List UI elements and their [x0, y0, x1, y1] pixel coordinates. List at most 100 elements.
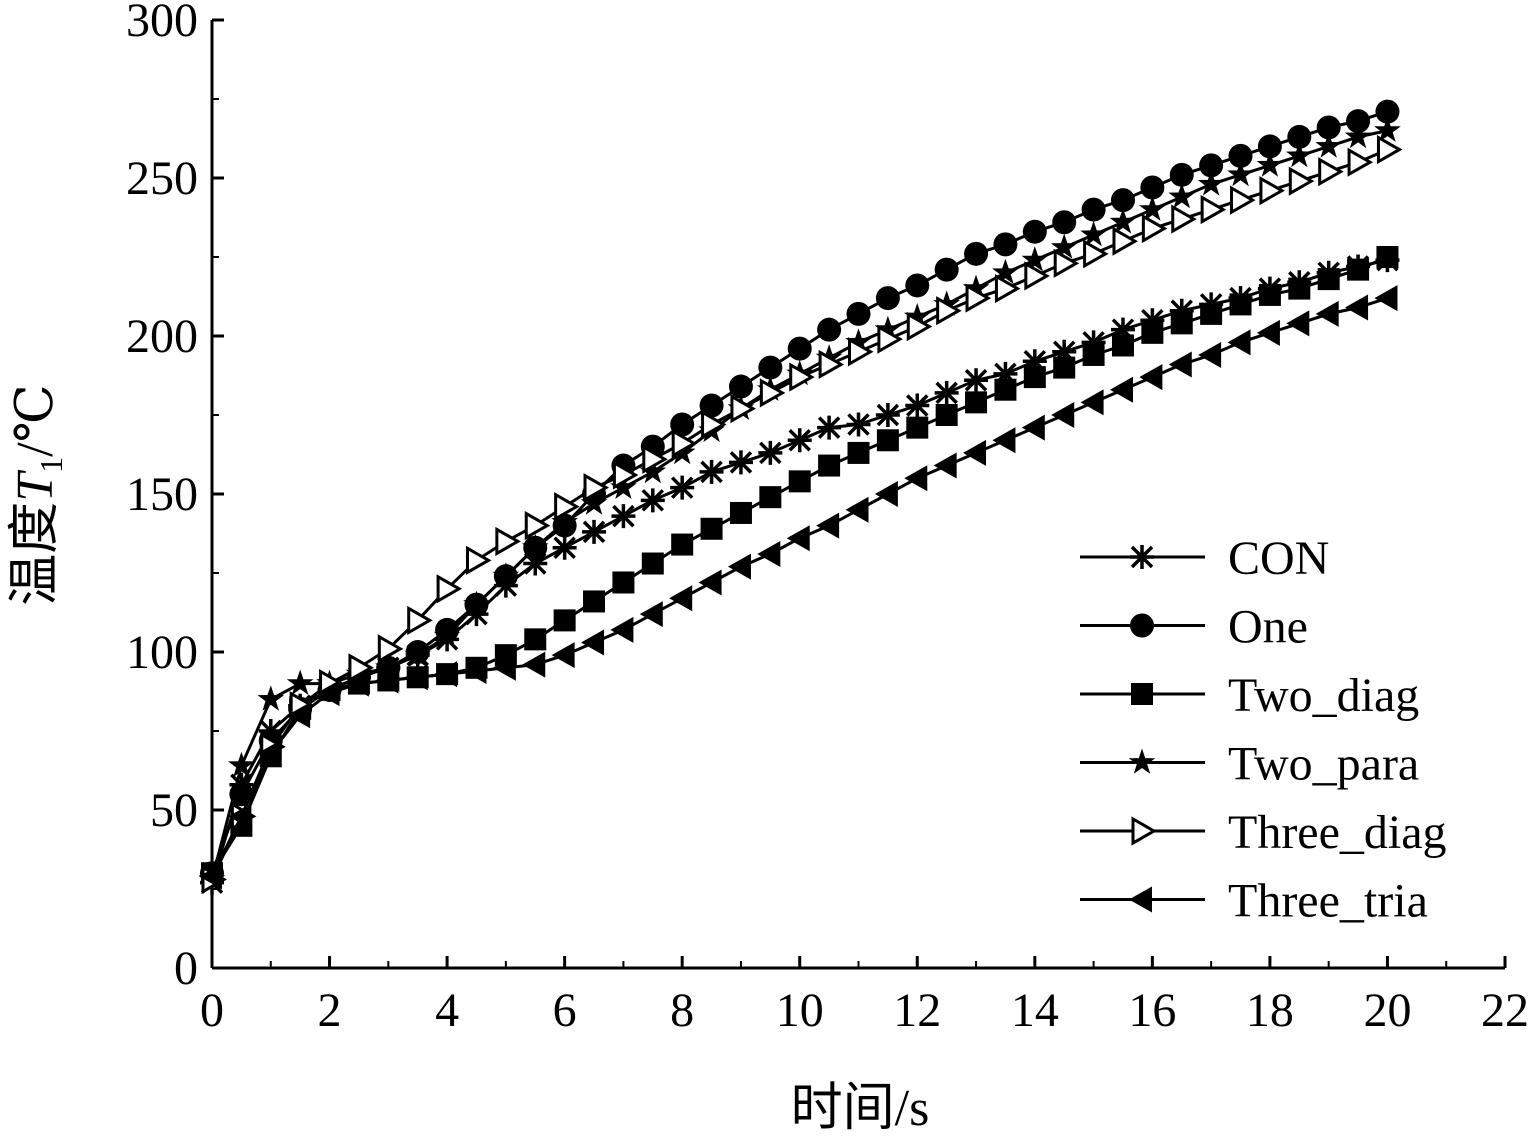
legend-label: Two_diag [1228, 669, 1419, 722]
data-point [699, 393, 724, 418]
data-point [1345, 294, 1369, 321]
data-point [1200, 195, 1227, 225]
data-point [1139, 364, 1163, 391]
series-three-diag [201, 134, 1403, 895]
series-line [210, 110, 1388, 874]
data-point [965, 283, 992, 313]
data-point [788, 470, 811, 493]
data-point [934, 380, 959, 405]
data-point [436, 574, 463, 604]
series-three-tria [199, 285, 1398, 890]
data-point [1022, 219, 1047, 244]
data-point [1199, 153, 1224, 178]
data-point [876, 429, 899, 452]
data-point [199, 863, 222, 890]
data-point [904, 303, 931, 329]
data-point [1110, 188, 1135, 213]
x-tick-label: 4 [435, 984, 459, 1037]
data-point [817, 415, 842, 440]
data-point [993, 361, 1018, 386]
data-point [1347, 147, 1374, 177]
data-point [404, 664, 428, 691]
data-point [1257, 134, 1282, 159]
data-point [348, 653, 374, 683]
y-tick-label: 150 [126, 468, 198, 521]
data-point [1288, 277, 1311, 300]
data-point [1021, 246, 1049, 272]
x-tick-label: 22 [1481, 984, 1529, 1037]
data-point [551, 508, 578, 534]
legend-item: Three_diag [1080, 806, 1447, 859]
data-point [583, 590, 606, 613]
data-point [1141, 321, 1164, 344]
data-point [434, 661, 458, 688]
data-point [1024, 261, 1050, 291]
data-point [1318, 157, 1344, 187]
data-point [964, 241, 989, 266]
data-point [847, 441, 870, 464]
data-point [818, 454, 841, 477]
data-point [728, 374, 753, 399]
data-point [1083, 239, 1109, 269]
x-axis-title: 时间/s [791, 1080, 930, 1137]
data-point [905, 273, 930, 298]
data-point [492, 562, 520, 588]
data-point [846, 301, 871, 326]
data-point [699, 459, 724, 484]
legend-label: Three_tria [1228, 875, 1428, 928]
data-point [610, 473, 637, 499]
data-point [1080, 220, 1107, 247]
data-point [992, 258, 1019, 285]
data-point [1109, 376, 1133, 403]
data-point [1168, 351, 1192, 378]
data-point [906, 416, 929, 439]
data-point [404, 641, 431, 667]
y-axis-title-symbol: T [7, 470, 64, 502]
data-point [554, 492, 580, 522]
data-point [1229, 293, 1252, 316]
data-point [1227, 329, 1251, 356]
data-point [1375, 99, 1400, 124]
data-point [1197, 170, 1225, 196]
data-point [1021, 414, 1045, 441]
data-point [1111, 334, 1134, 357]
data-point [375, 667, 399, 694]
x-tick-label: 8 [670, 984, 694, 1037]
data-point [759, 378, 786, 408]
y-axis-title-subscript: 1 [33, 457, 69, 473]
data-point [698, 569, 722, 596]
y-axis-title-prefix: 温度 [7, 502, 64, 606]
data-point [1346, 109, 1371, 134]
data-point [874, 481, 898, 507]
data-point [1316, 115, 1341, 140]
data-point [1200, 302, 1223, 325]
data-point [582, 519, 607, 544]
data-point [964, 368, 989, 393]
data-point [463, 590, 490, 616]
data-point [463, 657, 487, 684]
data-point [287, 702, 311, 729]
data-point [1374, 285, 1398, 312]
data-point [936, 296, 962, 326]
data-point [1230, 185, 1256, 215]
x-axis-ticks: 0 2 4 6 8 10 12 14 16 18 20 22 [200, 956, 1529, 1037]
data-point [935, 404, 958, 426]
legend-marker [1131, 683, 1153, 705]
data-point [934, 257, 959, 282]
data-point [1169, 162, 1194, 187]
data-point [1376, 246, 1399, 268]
data-point [642, 444, 668, 474]
data-point [1286, 141, 1313, 168]
y-tick-label: 250 [126, 152, 198, 205]
data-point [877, 324, 903, 354]
data-point [375, 653, 402, 680]
data-point [906, 311, 933, 342]
data-point [1315, 132, 1342, 158]
x-tick-label: 14 [1011, 984, 1059, 1037]
data-point [1022, 349, 1047, 374]
data-point [1287, 124, 1312, 149]
data-point [787, 428, 812, 453]
legend-item: Two_para [1080, 738, 1419, 791]
data-point [1140, 308, 1165, 333]
